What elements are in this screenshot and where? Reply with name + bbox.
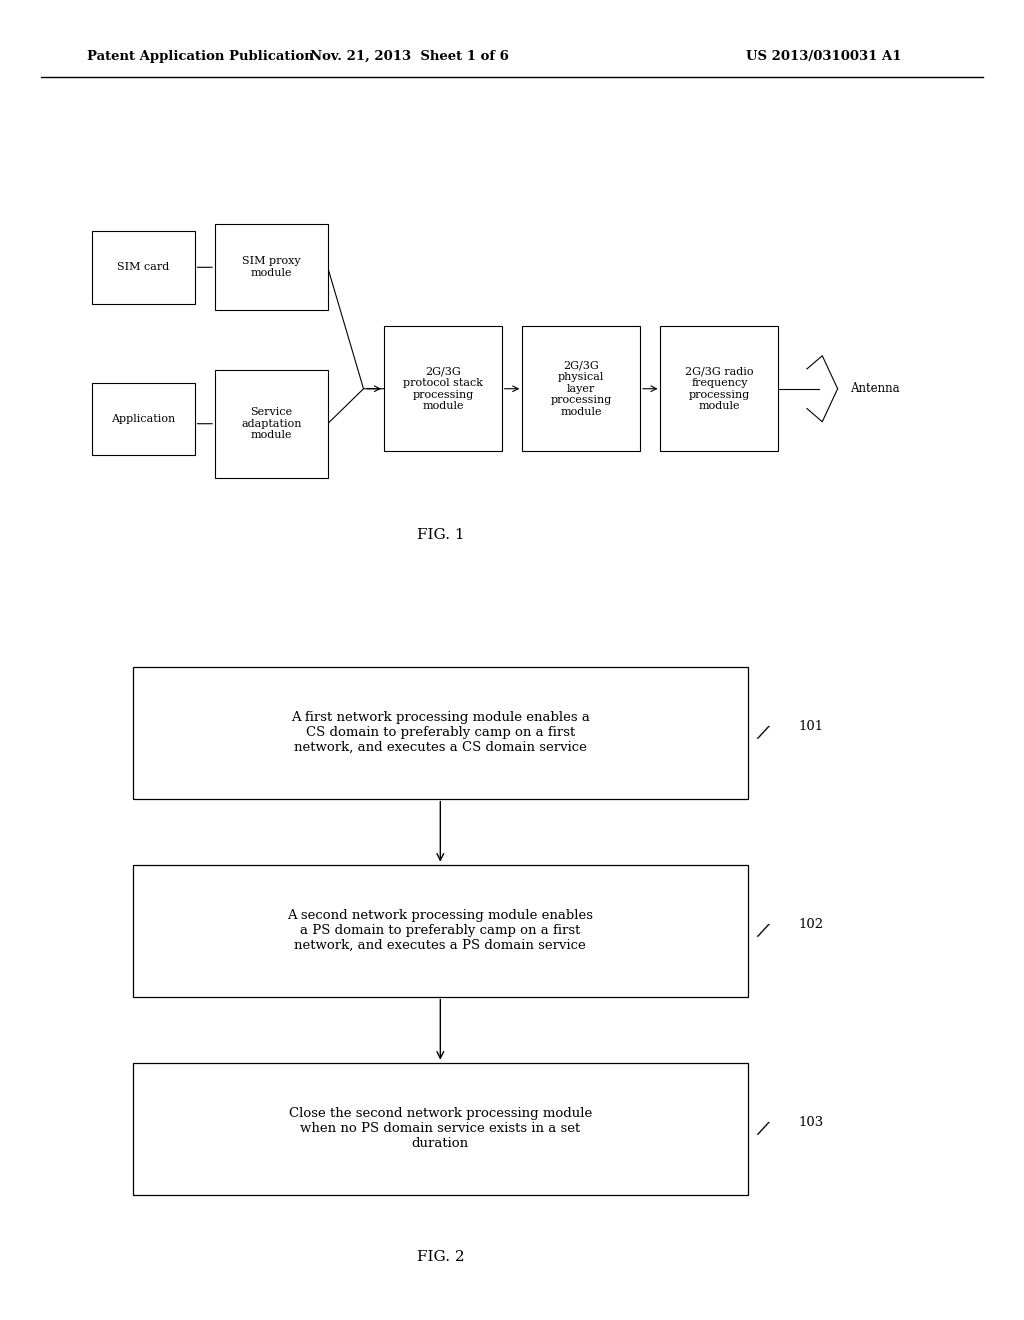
Text: 2G/3G
physical
layer
processing
module: 2G/3G physical layer processing module bbox=[551, 360, 611, 417]
Text: Patent Application Publication: Patent Application Publication bbox=[87, 50, 313, 63]
Text: 102: 102 bbox=[799, 917, 824, 931]
Text: FIG. 1: FIG. 1 bbox=[417, 528, 464, 541]
Text: /: / bbox=[758, 723, 768, 742]
FancyBboxPatch shape bbox=[215, 370, 328, 478]
FancyBboxPatch shape bbox=[133, 667, 748, 799]
FancyBboxPatch shape bbox=[92, 383, 195, 455]
FancyBboxPatch shape bbox=[384, 326, 502, 451]
Text: 2G/3G
protocol stack
processing
module: 2G/3G protocol stack processing module bbox=[402, 367, 483, 411]
FancyBboxPatch shape bbox=[660, 326, 778, 451]
Text: SIM proxy
module: SIM proxy module bbox=[242, 256, 301, 279]
Text: 2G/3G radio
frequency
processing
module: 2G/3G radio frequency processing module bbox=[685, 367, 754, 411]
Text: FIG. 2: FIG. 2 bbox=[417, 1250, 464, 1263]
Text: Nov. 21, 2013  Sheet 1 of 6: Nov. 21, 2013 Sheet 1 of 6 bbox=[310, 50, 509, 63]
FancyBboxPatch shape bbox=[133, 865, 748, 997]
Text: A first network processing module enables a
CS domain to preferably camp on a fi: A first network processing module enable… bbox=[291, 711, 590, 754]
FancyBboxPatch shape bbox=[133, 1063, 748, 1195]
Text: /: / bbox=[758, 1119, 768, 1138]
Text: 101: 101 bbox=[799, 719, 824, 733]
Text: Service
adaptation
module: Service adaptation module bbox=[241, 407, 302, 441]
Text: 103: 103 bbox=[799, 1115, 824, 1129]
FancyBboxPatch shape bbox=[215, 224, 328, 310]
Text: /: / bbox=[758, 921, 768, 940]
Text: Close the second network processing module
when no PS domain service exists in a: Close the second network processing modu… bbox=[289, 1107, 592, 1150]
Text: US 2013/0310031 A1: US 2013/0310031 A1 bbox=[745, 50, 901, 63]
Text: A second network processing module enables
a PS domain to preferably camp on a f: A second network processing module enabl… bbox=[288, 909, 593, 952]
FancyBboxPatch shape bbox=[522, 326, 640, 451]
Text: SIM card: SIM card bbox=[117, 263, 170, 272]
Text: Application: Application bbox=[112, 414, 175, 424]
FancyBboxPatch shape bbox=[92, 231, 195, 304]
Text: Antenna: Antenna bbox=[850, 383, 899, 395]
